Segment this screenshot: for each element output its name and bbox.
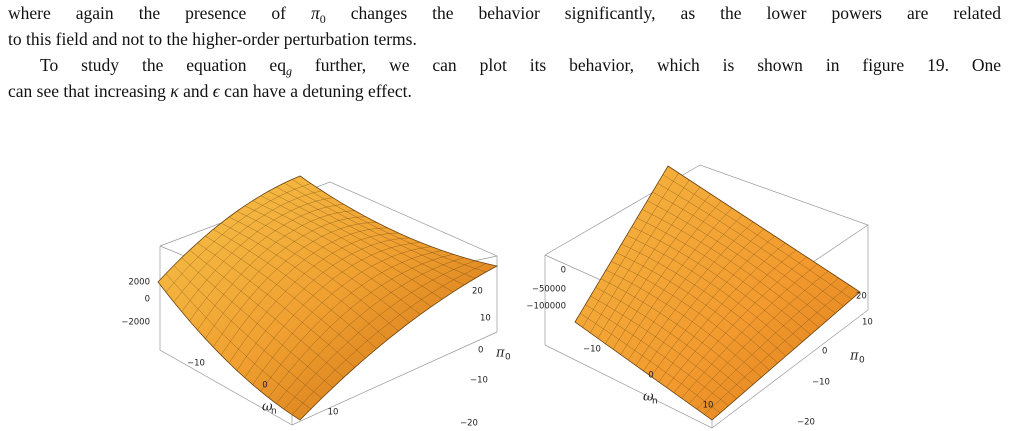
y-tick-label: −20 [460,419,478,429]
z-tick-label: −2000 [121,318,150,328]
text-run: ϵ [212,81,220,101]
x-tick-label: 0 [648,371,653,381]
text-run: changes the behavior significantly, as t… [325,3,1002,23]
mesh-line [696,277,839,410]
text-run: and [178,81,213,101]
x-tick-label: −10 [187,359,205,369]
y-tick-label: −10 [470,376,488,386]
y-tick-label: −20 [797,418,815,428]
z-tick-label: −50000 [532,285,566,295]
axis-label: ω [262,400,273,415]
z-tick-label: −100000 [526,302,566,312]
y-tick-label: 20 [856,292,867,302]
axis-label-sub: n [271,407,277,417]
plot-box [159,164,869,429]
text-run: g [285,64,292,78]
axis-label-sub: 0 [505,353,511,363]
axis-label: ω [643,390,654,405]
mesh-line [284,260,476,410]
text-run: can have a detuning effect. [219,81,412,101]
text-run: can see that increasing [8,81,171,101]
mesh-line [291,179,487,273]
mesh-line [704,284,850,415]
y-tick-label: 20 [472,287,483,297]
y-tick-label: 0 [822,347,827,357]
mesh-line [276,257,465,404]
mesh-line [284,182,476,279]
text-line: To study the equation eqg further, we ca… [8,52,1001,78]
x-tick-label: 10 [703,401,714,411]
x-tick-label: −10 [583,345,601,355]
y-tick-label: −10 [812,378,830,388]
axis-label: π [849,349,859,364]
text-run: where again the presence of [8,3,311,23]
axis-label: π [495,346,505,361]
z-tick-label: 0 [561,266,566,276]
body-text: where again the presence of π0 changes t… [8,0,1001,104]
text-run: to this field and not to the higher-orde… [8,29,417,49]
y-tick-label: 10 [480,314,491,324]
z-tick-label: 0 [145,295,150,305]
text-run: further, we can plot its behavior, which… [291,55,1002,75]
x-tick-label: 0 [262,381,267,391]
mesh-line [688,270,829,404]
mesh-line [291,263,487,416]
mesh-line [657,183,844,307]
text-run: π [310,3,320,23]
text-line: where again the presence of π0 changes t… [8,0,1001,26]
text-run: 0 [319,12,326,26]
x-tick-label: 10 [328,408,339,418]
mesh-line [662,174,852,300]
text-line: to this field and not to the higher-orde… [8,26,1001,52]
axis-label-sub: 0 [859,356,865,366]
text-line: can see that increasing κ and ϵ can have… [8,78,1001,104]
text-run: κ [170,81,179,101]
y-tick-label: 10 [862,318,873,328]
text-run: To study the equation eq [40,55,286,75]
y-tick-label: 0 [478,346,483,356]
axis-label-sub: n [652,397,658,407]
z-tick-label: 2000 [128,278,150,288]
